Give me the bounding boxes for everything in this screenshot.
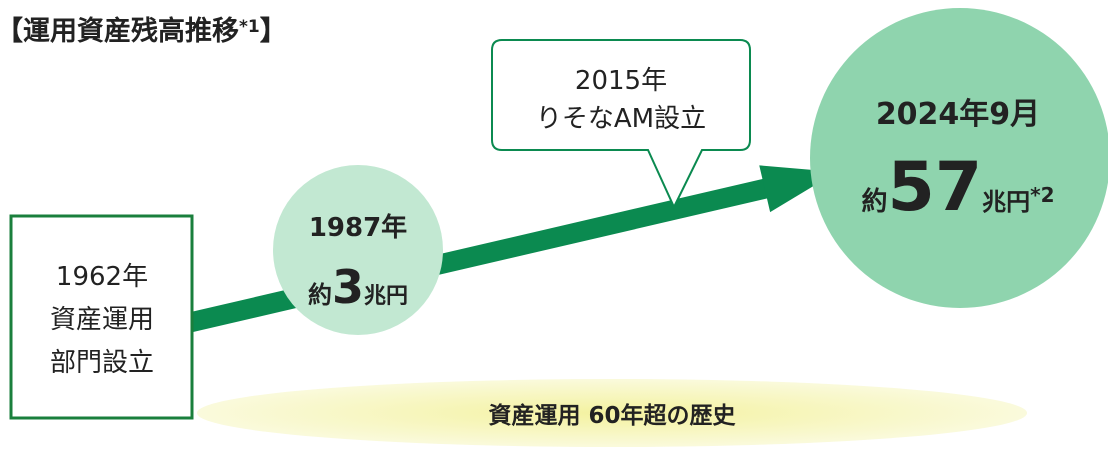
callout-line: 2015年 (575, 66, 667, 96)
amount-1987: 約3兆円 (308, 260, 408, 314)
founding-box (9, 214, 194, 420)
amount-2024: 約57兆円*2 (861, 148, 1054, 227)
founding-line: 1962年 (56, 262, 148, 292)
callout-2015 (491, 39, 751, 210)
title: 【運用資産残高推移*1】 (0, 15, 287, 47)
circle-2024 (810, 8, 1108, 308)
circle-1987 (273, 165, 443, 335)
banner-ellipse (197, 379, 1027, 447)
founding-line: 部門設立 (50, 348, 154, 378)
founding-line: 資産運用 (50, 305, 154, 335)
banner-text: 資産運用 60年超の歴史 (488, 402, 736, 429)
callout-line: りそなAM設立 (536, 104, 706, 134)
year-1987: 1987年 (309, 212, 407, 243)
year-2024: 2024年9月 (876, 97, 1040, 132)
